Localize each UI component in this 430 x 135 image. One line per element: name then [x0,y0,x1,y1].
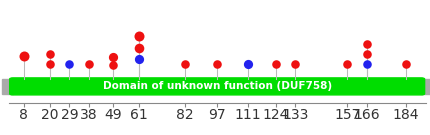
Point [344,63,351,65]
Point [66,63,73,65]
Point [214,63,221,65]
Point [292,63,299,65]
Bar [421,79,430,94]
Point [135,58,142,60]
Point [364,63,371,65]
Point [109,64,116,66]
Point [86,63,92,65]
Point [46,63,53,65]
Point [109,56,116,58]
Point [403,63,410,65]
Point [272,63,279,65]
Point [364,43,371,45]
Point [364,53,371,55]
Point [135,46,142,49]
Point [181,63,188,65]
Point [20,55,27,57]
Point [46,53,53,55]
Point [244,63,251,65]
FancyBboxPatch shape [10,78,424,95]
Bar [2,79,13,94]
Point [135,35,142,37]
Text: Domain of unknown function (DUF758): Domain of unknown function (DUF758) [103,81,332,91]
